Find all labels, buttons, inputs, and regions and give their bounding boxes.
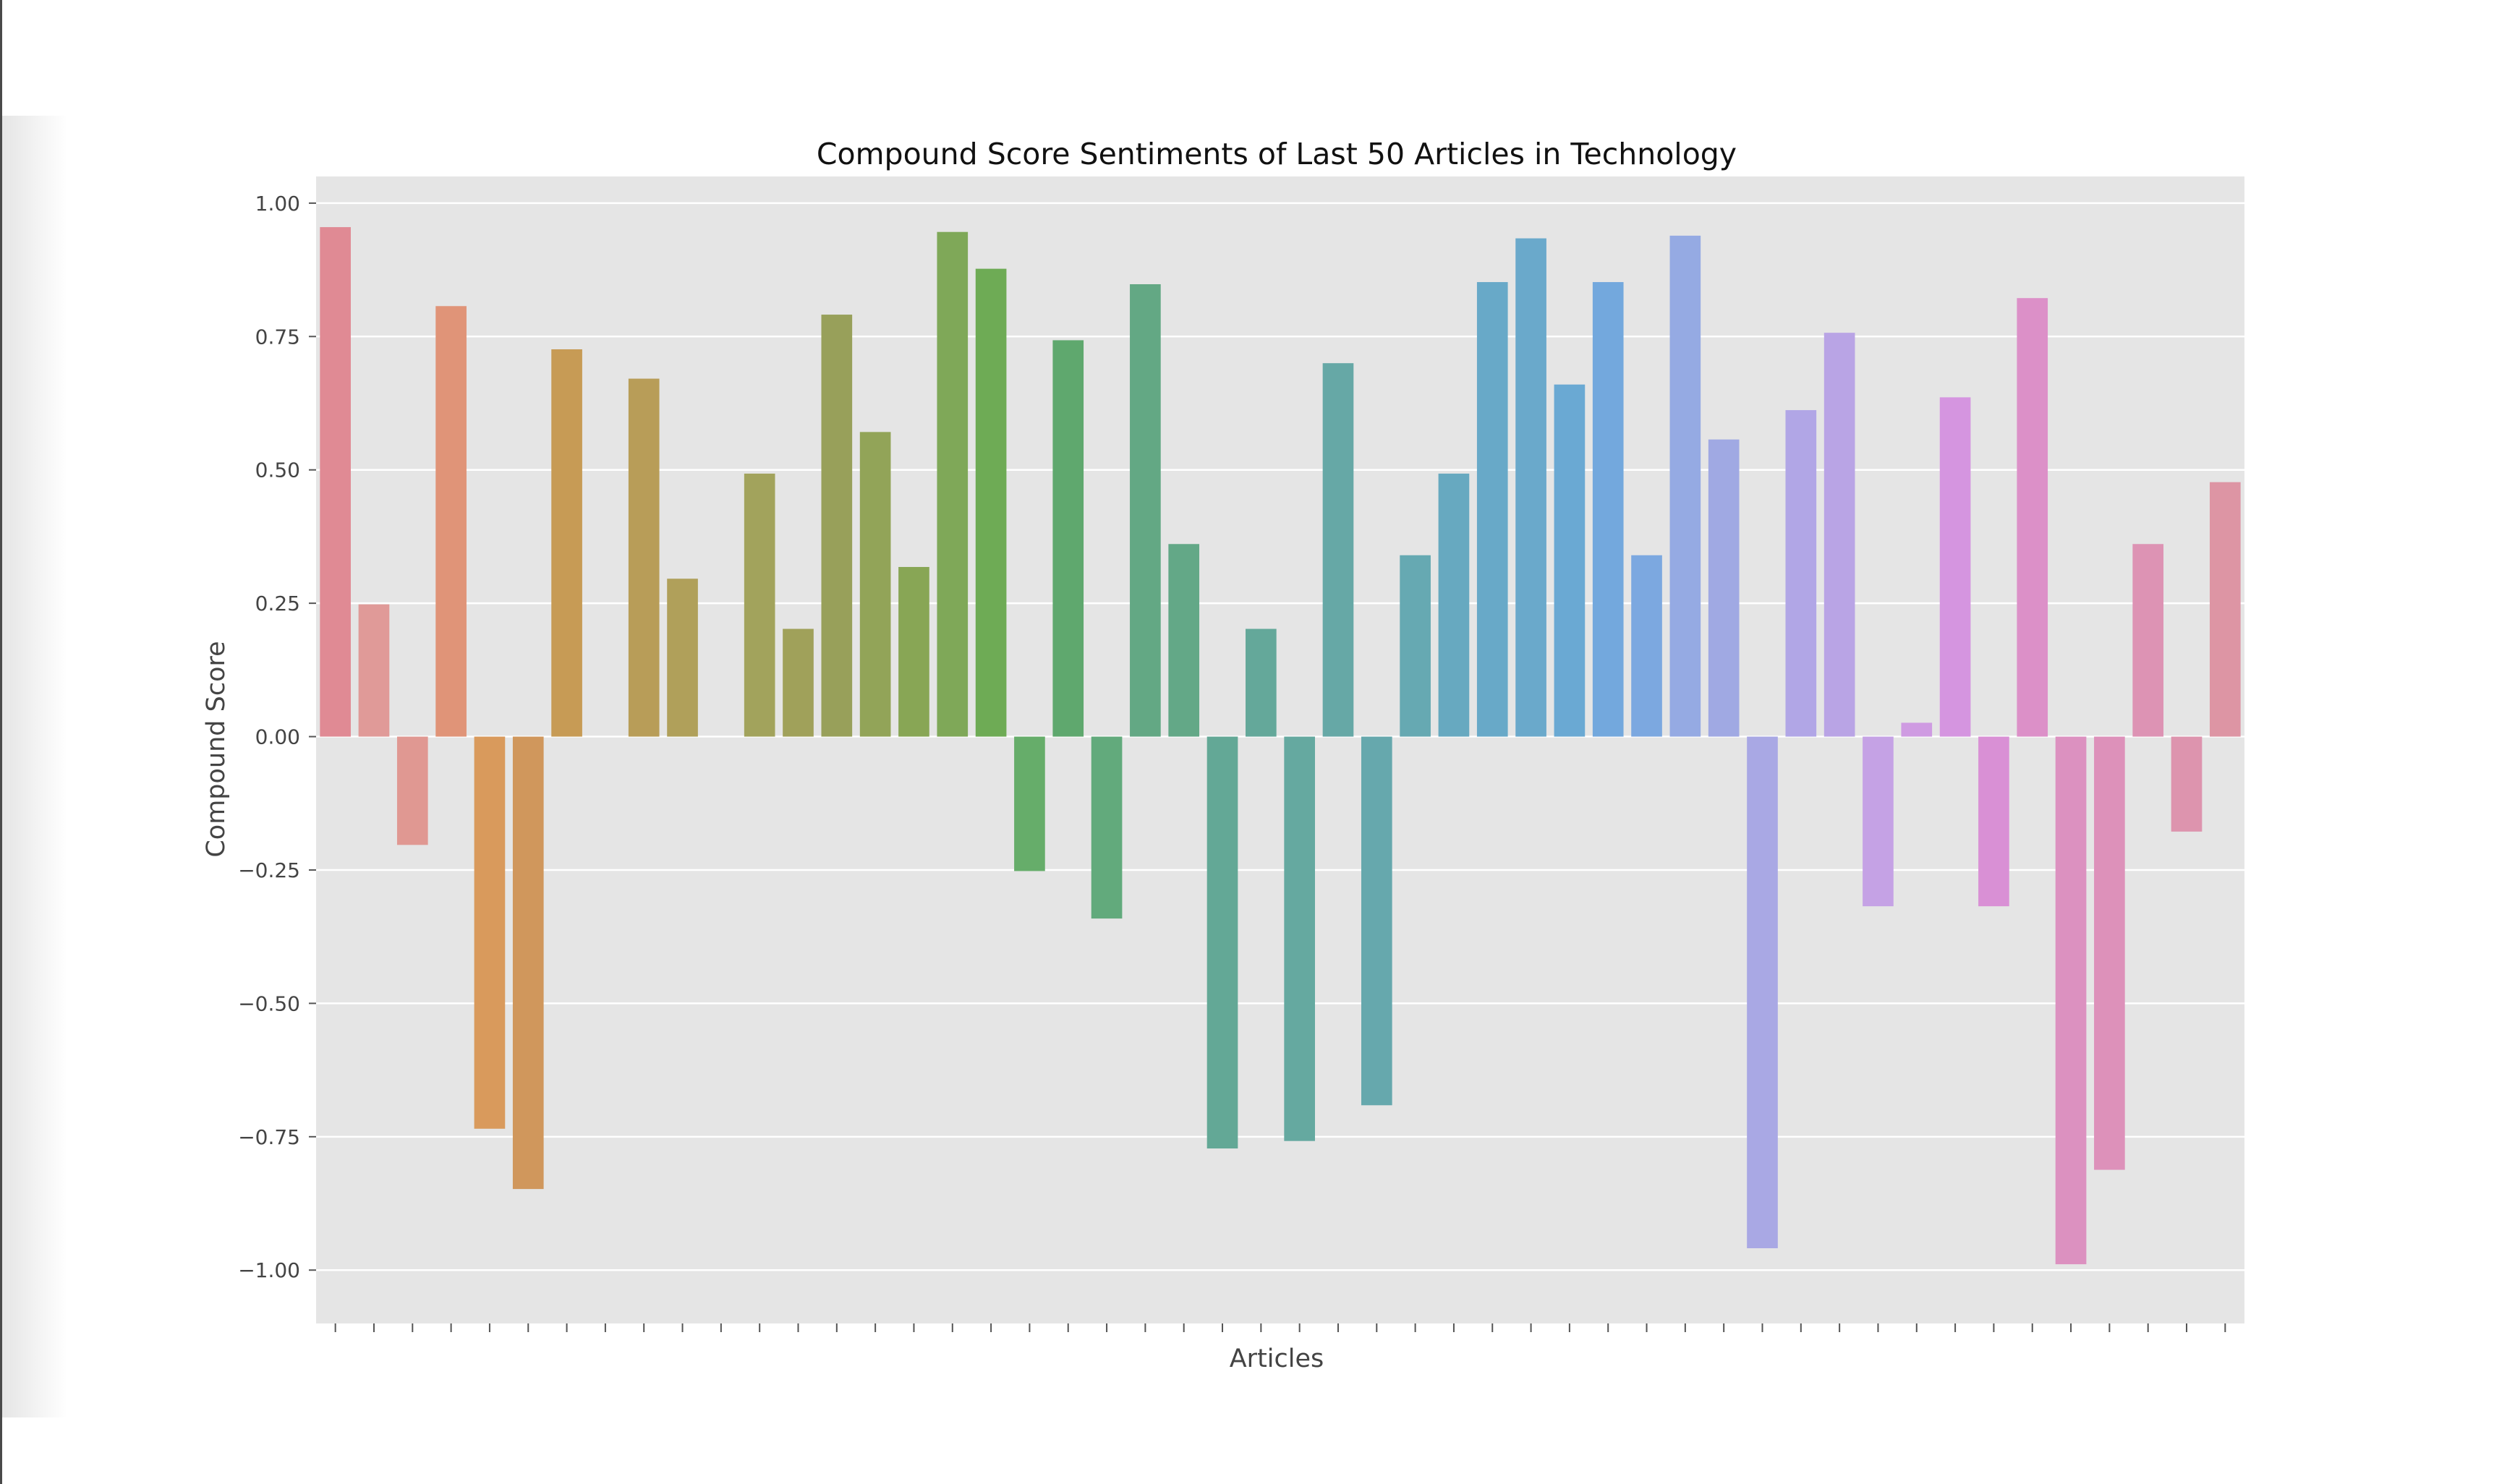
bar — [1823, 333, 1855, 737]
bar — [1554, 384, 1586, 737]
bar — [859, 432, 891, 737]
x-axis-ticks — [334, 1323, 2226, 1332]
bar — [821, 315, 853, 737]
bar — [1052, 340, 1084, 737]
bar — [2094, 736, 2125, 1170]
bar — [512, 736, 544, 1190]
bar — [898, 566, 929, 737]
bar — [667, 579, 698, 737]
window-shadow — [2, 116, 67, 1417]
bar — [1400, 555, 1431, 737]
bar — [320, 227, 351, 737]
bar — [1592, 282, 1624, 737]
bar — [783, 628, 814, 737]
plot-area — [316, 176, 2244, 1323]
bars — [320, 227, 2241, 1265]
bar — [358, 604, 390, 737]
bar — [1284, 736, 1315, 1141]
y-tick-label: 0.75 — [255, 325, 300, 349]
bar — [2132, 544, 2164, 737]
bar — [2171, 736, 2203, 832]
bar — [937, 231, 969, 737]
bar — [1747, 736, 1778, 1248]
bar — [1438, 473, 1470, 737]
bar — [1978, 736, 2009, 907]
bar — [2017, 298, 2048, 737]
y-tick-label: −0.25 — [238, 858, 300, 882]
bar — [1669, 235, 1701, 737]
y-tick-label: 1.00 — [255, 192, 300, 216]
bar — [744, 473, 775, 737]
y-tick-label: 0.50 — [255, 459, 300, 482]
bar — [396, 736, 428, 845]
x-axis-label: Articles — [1230, 1344, 1324, 1373]
bar — [551, 349, 582, 737]
bar — [2210, 482, 2241, 737]
bar — [1476, 282, 1508, 737]
bar — [474, 736, 506, 1129]
y-tick-label: 0.25 — [255, 592, 300, 615]
bar — [1901, 722, 1933, 737]
bar — [1631, 555, 1662, 737]
y-tick-label: −0.50 — [238, 992, 300, 1015]
bar — [1091, 736, 1123, 919]
bar — [1322, 363, 1354, 737]
bar — [628, 378, 660, 737]
bar — [1130, 284, 1161, 737]
y-tick-label: 0.00 — [255, 725, 300, 749]
bar — [1206, 736, 1238, 1149]
y-tick-label: −1.00 — [238, 1258, 300, 1282]
bar — [1515, 238, 1546, 737]
bar — [1014, 736, 1045, 871]
bar — [975, 268, 1007, 737]
bar — [2055, 736, 2087, 1265]
bar — [1785, 410, 1817, 737]
window-left-edge — [0, 0, 2, 1484]
y-tick-label: −0.75 — [238, 1125, 300, 1149]
y-axis-label: Compound Score — [202, 641, 231, 857]
bar — [1863, 736, 1894, 907]
bar — [1708, 439, 1740, 737]
bar — [1361, 736, 1392, 1106]
chart-title: Compound Score Sentiments of Last 50 Art… — [817, 137, 1737, 171]
y-axis-ticks: 1.00 0.75 0.50 0.25 0.00 −0.25 −0.50 −0.75 −1.00 — [238, 192, 316, 1282]
bar — [1168, 544, 1200, 737]
bar — [1939, 397, 1971, 737]
bar — [1246, 628, 1277, 737]
bar — [435, 306, 467, 737]
